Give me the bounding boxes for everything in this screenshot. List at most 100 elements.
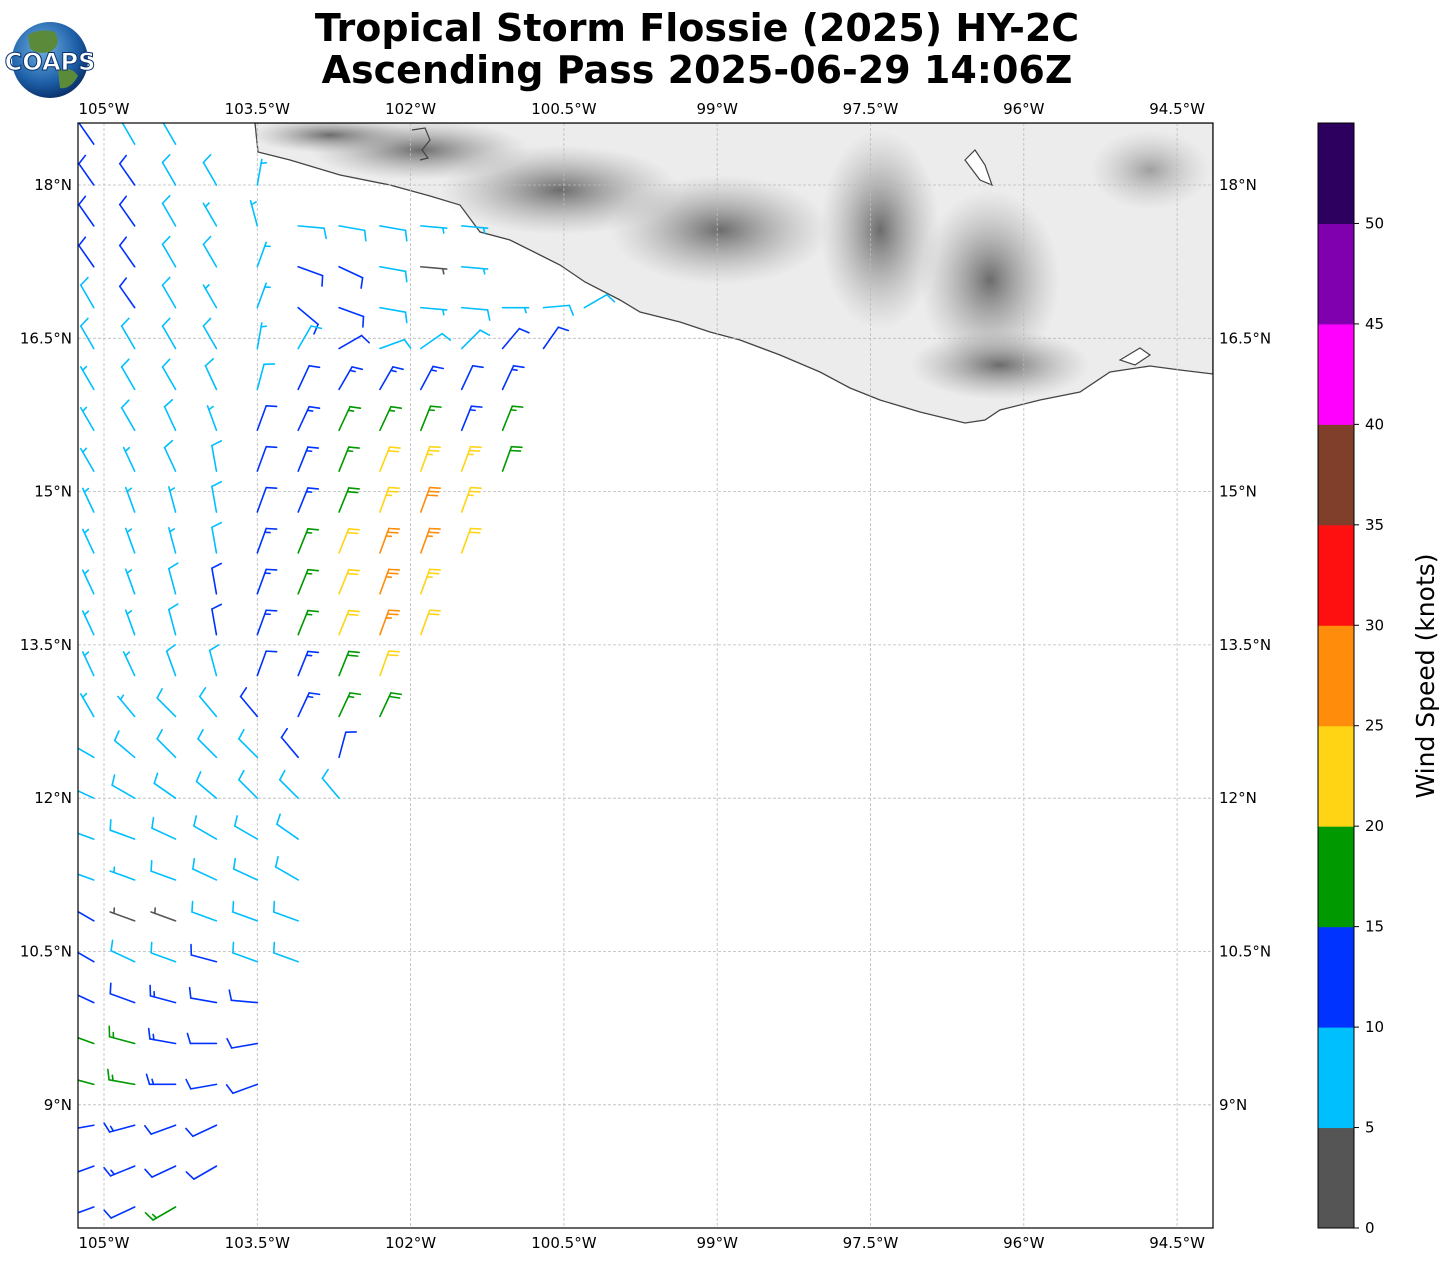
barb-staff: [193, 1165, 218, 1180]
wind-barb: [278, 769, 299, 800]
wind-barb: [168, 527, 177, 554]
barb-staff: [190, 1083, 218, 1090]
barb-staff: [232, 868, 259, 881]
barb-staff: [118, 244, 136, 268]
wind-barb: [276, 813, 299, 840]
wind-barb: [185, 1124, 218, 1138]
barb-staff: [230, 1042, 259, 1049]
wind-barb: [202, 283, 218, 309]
barb-half-feather: [75, 741, 76, 746]
barb-staff: [379, 265, 407, 273]
barb-full-feather: [228, 989, 233, 1002]
wind-barb: [161, 358, 177, 391]
colorbar-tick-label: 30: [1365, 616, 1384, 634]
wind-barb: [109, 907, 136, 922]
chart-title-line-2: Ascending Pass 2025-06-29 14:06Z: [321, 48, 1073, 92]
barb-full-feather: [265, 650, 278, 653]
wind-barb: [78, 1036, 95, 1045]
barb-staff: [78, 910, 95, 922]
lon-tick-label-bottom: 99°W: [696, 1234, 738, 1252]
barb-full-feather: [308, 692, 321, 696]
barb-full-feather: [360, 276, 364, 289]
barb-full-feather: [479, 329, 491, 336]
wind-barb: [420, 405, 442, 432]
wind-barb: [256, 322, 268, 350]
barb-staff: [204, 365, 218, 391]
wind-barb: [78, 873, 95, 881]
barb-staff: [420, 332, 443, 350]
barb-staff: [161, 284, 177, 309]
barb-full-feather: [147, 1027, 151, 1040]
svg-text:COAPS: COAPS: [5, 48, 96, 76]
barb-full-feather: [272, 941, 276, 954]
lat-tick-label-left: 18°N: [34, 176, 72, 194]
barb-full-feather: [233, 815, 238, 827]
barb-full-feather: [347, 487, 360, 490]
colorbar-tick-label: 35: [1365, 516, 1384, 534]
wind-barb: [420, 365, 445, 391]
wind-barb: [78, 832, 95, 840]
barb-full-feather: [511, 405, 524, 408]
wind-barb: [78, 195, 95, 227]
barb-full-feather: [429, 405, 442, 408]
lat-tick-label-right: 18°N: [1219, 176, 1257, 194]
barb-full-feather: [161, 154, 171, 164]
barb-half-feather: [109, 1125, 115, 1132]
barb-staff: [198, 695, 218, 718]
barb-staff: [79, 284, 95, 309]
barb-full-feather: [363, 229, 367, 242]
wind-barb: [420, 225, 448, 234]
barb-full-feather: [427, 572, 440, 575]
wind-barb: [103, 1122, 136, 1133]
barb-full-feather: [113, 730, 120, 742]
barb-full-feather: [120, 399, 130, 409]
barb-full-feather: [428, 486, 441, 490]
lon-tick-label-bottom: 97.5°W: [843, 1234, 899, 1252]
barb-full-feather: [427, 490, 440, 493]
barb-full-feather: [568, 304, 575, 316]
barb-full-feather: [185, 1127, 194, 1138]
barb-staff: [161, 366, 177, 391]
barb-full-feather: [512, 365, 525, 369]
wind-barb: [460, 329, 491, 350]
wind-barb: [168, 486, 177, 513]
barb-full-feather: [109, 982, 112, 995]
barb-full-feather: [404, 270, 408, 283]
barb-full-feather: [232, 900, 235, 913]
barb-half-feather: [126, 528, 133, 534]
barb-staff: [272, 952, 299, 963]
lon-tick-label-top: 99°W: [696, 100, 738, 118]
barb-full-feather: [111, 774, 116, 787]
barb-full-feather: [307, 650, 320, 654]
barb-staff: [165, 650, 177, 677]
barb-staff: [460, 306, 489, 311]
barb-staff: [208, 649, 218, 677]
barb-staff: [118, 162, 136, 186]
barb-half-feather: [347, 695, 355, 699]
barb-full-feather: [280, 727, 288, 739]
colorbar-bin: [1318, 1027, 1354, 1129]
barb-staff: [150, 1124, 177, 1135]
barb-full-feather: [390, 405, 403, 410]
barb-full-feather: [161, 194, 171, 205]
wind-barb: [338, 265, 364, 289]
barb-staff: [460, 365, 474, 391]
colorbar-bin: [1318, 524, 1354, 626]
wind-barb: [111, 774, 136, 800]
barb-full-feather: [274, 855, 279, 868]
barb-full-feather: [468, 490, 481, 493]
barb-full-feather: [265, 405, 278, 408]
wind-barb: [274, 855, 299, 881]
barb-staff: [211, 526, 218, 554]
barb-staff: [150, 870, 177, 881]
wind-barb: [192, 857, 218, 881]
barb-staff: [120, 325, 136, 350]
wind-barb: [120, 399, 136, 432]
wind-barb: [297, 568, 320, 595]
colorbar-bin: [1318, 223, 1354, 325]
wind-barb: [460, 306, 491, 321]
barb-full-feather: [468, 449, 481, 452]
wind-barb: [239, 686, 259, 718]
barb-staff: [202, 243, 218, 268]
barb-full-feather: [232, 941, 235, 954]
